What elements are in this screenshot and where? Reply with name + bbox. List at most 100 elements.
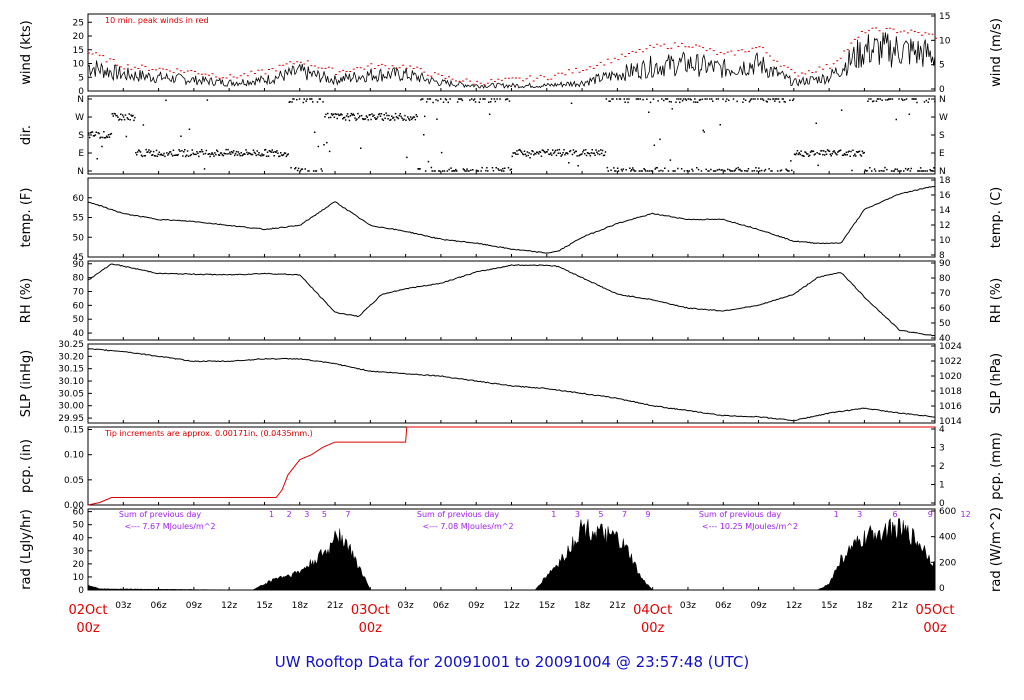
hour-mark: 1 (269, 510, 274, 519)
panel-frame (87, 177, 936, 258)
panel-wind: wind (kts) wind (m/s) 0 5 10 15 20 25 0 5 10 15 10 m… (19, 12, 1004, 97)
y-tick-label: N (77, 95, 84, 105)
y2-tick-label: 50 (939, 319, 951, 329)
y2-tick-label: 1020 (939, 372, 962, 382)
x-tick-label: 09z (750, 601, 766, 611)
hour-mark: 12 (960, 510, 970, 519)
hour-mark: 9 (645, 510, 650, 519)
y-tick-label: S (78, 131, 84, 141)
date-label: 03Oct (351, 603, 390, 618)
date-label: 04Oct (633, 603, 672, 618)
y2-tick-label: 3 (939, 444, 945, 454)
y-tick-label: 30.20 (58, 352, 84, 362)
y-tick-label: 90 (73, 260, 85, 270)
temp-series (87, 185, 936, 254)
y-tick-label: 30.10 (58, 377, 84, 387)
y2-axis-label: wind (m/s) (989, 18, 1004, 87)
y-tick-label: 60 (73, 508, 85, 518)
y2-tick-label: 400 (939, 533, 956, 543)
hour-mark: 6 (892, 510, 897, 519)
y2-tick-label: 15 (939, 12, 950, 22)
y2-tick-label: N (939, 167, 946, 177)
y2-tick-label: 8 (939, 251, 945, 261)
rh-series (87, 263, 936, 337)
y-tick-label: 25 (73, 18, 84, 28)
y2-tick-label: 18 (939, 176, 951, 186)
hour-mark: 1 (551, 510, 556, 519)
y2-tick-label: 40 (939, 334, 951, 344)
y-axis-label: rad (Lgly/hr) (19, 509, 34, 590)
panel-frame (87, 95, 936, 175)
slp-series (87, 348, 936, 422)
panel-annotation: Tip increments are approx. 0.00171in. (0… (104, 429, 313, 438)
y2-tick-label: 1014 (939, 417, 962, 427)
date-label: 05Oct (915, 603, 954, 618)
y-tick-label: 0.10 (64, 451, 84, 461)
x-tick-label: 21z (892, 601, 908, 611)
y2-tick-label: 16 (939, 191, 951, 201)
hour-mark: 7 (622, 510, 627, 519)
y2-axis-label: pcp. (mm) (989, 432, 1004, 499)
date-hour-label: 00z (641, 621, 665, 636)
y-tick-label: 80 (73, 274, 85, 284)
y2-tick-label: 1018 (939, 387, 962, 397)
y2-tick-label: 0 (939, 499, 945, 509)
panel-frame (87, 260, 936, 341)
y2-axis-label: RH (%) (989, 278, 1004, 323)
y-tick-label: 10 (73, 60, 85, 70)
y2-tick-label: N (939, 95, 946, 105)
daily-sum-value: <--- 7.08 MJoules/m^2 (422, 522, 513, 531)
hour-mark: 5 (598, 510, 603, 519)
panel-rh: RH (%) RH (%) 40 50 60 70 80 90 40 50 60 70 80 90 (19, 259, 1004, 344)
panel-rad: rad (Lgly/hr) rad (W/m^2)0102030405060020… (19, 507, 1004, 596)
y2-tick-label: 200 (939, 558, 956, 568)
y-tick-label: 30.00 (58, 402, 84, 412)
y-tick-label: 0.00 (64, 501, 84, 511)
x-tick-label: 12z (786, 601, 802, 611)
radiation-series (87, 517, 936, 591)
y2-tick-label: E (939, 149, 945, 159)
y-tick-label: 60 (73, 301, 85, 311)
x-tick-label: 03z (115, 601, 131, 611)
y-tick-label: 20 (73, 560, 85, 570)
panel-annotation: 10 min. peak winds in red (105, 16, 209, 25)
hour-mark: 3 (575, 510, 580, 519)
panel-slp: SLP (inHg) SLP (hPa) 29.95 30.00 30.05 30.10 3… (19, 340, 1004, 427)
y-tick-label: 0.05 (64, 476, 84, 486)
hour-mark: 7 (345, 510, 350, 519)
hour-mark: 1 (834, 510, 839, 519)
x-tick-label: 06z (715, 601, 731, 611)
y2-tick-label: 0 (939, 584, 945, 594)
y-tick-label: 55 (73, 214, 84, 224)
x-tick-label: 18z (292, 601, 308, 611)
y-tick-label: 40 (73, 329, 85, 339)
y2-tick-label: 1022 (939, 357, 962, 367)
panel-temp: temp. (F) temp. (C) 45 50 55 60 8 10 12 14 16 18 (19, 176, 1004, 263)
y-tick-label: 5 (78, 73, 84, 83)
y2-tick-label: 60 (939, 304, 951, 314)
y2-axis-label: rad (W/m^2) (989, 507, 1004, 592)
y2-tick-label: 10 (939, 236, 951, 246)
y-tick-label: 70 (73, 287, 85, 297)
y2-tick-label: 80 (939, 274, 951, 284)
x-tick-label: 21z (609, 601, 625, 611)
y-tick-label: 50 (73, 315, 85, 325)
x-tick-label: 06z (433, 601, 449, 611)
y-tick-label: 40 (73, 534, 85, 544)
hour-mark: 9 (928, 510, 933, 519)
y-axis-label: dir. (19, 125, 34, 145)
panel-frame (87, 13, 936, 92)
panel-frame (87, 343, 936, 424)
y-tick-label: N (77, 167, 84, 177)
y2-tick-label: 2 (939, 462, 945, 472)
date-hour-label: 00z (76, 621, 100, 636)
x-tick-label: 18z (574, 601, 590, 611)
x-tick-label: 15z (256, 601, 272, 611)
y2-tick-label: 70 (939, 289, 951, 299)
direction-series (88, 98, 936, 172)
y-tick-label: 45 (73, 253, 84, 263)
y-axis-label: wind (kts) (19, 20, 34, 84)
y-axis-label: pcp. (in) (19, 439, 34, 493)
